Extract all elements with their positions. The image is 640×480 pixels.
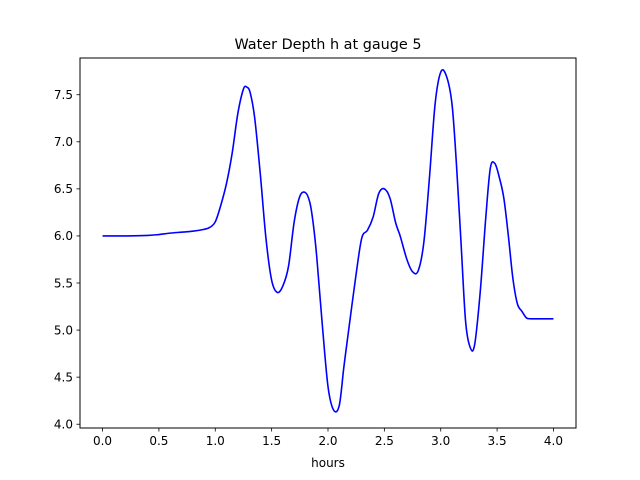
y-axis-ticks: 4.0 4.5 5.0 5.5 6.0 6.5 7.0 7.5 xyxy=(54,88,80,432)
series-line xyxy=(102,69,554,413)
y-tick-label: 6.5 xyxy=(54,182,73,196)
x-tick-label: 3.0 xyxy=(431,434,450,448)
y-tick-label: 6.0 xyxy=(54,229,73,243)
y-tick-label: 7.0 xyxy=(54,135,73,149)
y-tick-label: 4.0 xyxy=(54,418,73,432)
x-tick-label: 2.5 xyxy=(375,434,394,448)
y-tick-label: 5.5 xyxy=(54,276,73,290)
x-tick-label: 2.0 xyxy=(318,434,337,448)
chart-title: Water Depth h at gauge 5 xyxy=(234,37,421,53)
x-tick-label: 0.5 xyxy=(149,434,168,448)
x-tick-label: 4.0 xyxy=(544,434,563,448)
x-axis-label: hours xyxy=(311,456,345,470)
plot-layer xyxy=(102,69,554,413)
x-tick-label: 1.5 xyxy=(262,434,281,448)
x-tick-label: 3.5 xyxy=(488,434,507,448)
y-tick-label: 5.0 xyxy=(54,323,73,337)
x-axis-ticks: 0.0 0.5 1.0 1.5 2.0 2.5 3.0 3.5 4.0 xyxy=(93,428,563,448)
y-tick-label: 4.5 xyxy=(54,370,73,384)
x-tick-label: 0.0 xyxy=(93,434,112,448)
y-tick-label: 7.5 xyxy=(54,88,73,102)
axes-frame xyxy=(79,57,577,429)
x-tick-label: 1.0 xyxy=(206,434,225,448)
